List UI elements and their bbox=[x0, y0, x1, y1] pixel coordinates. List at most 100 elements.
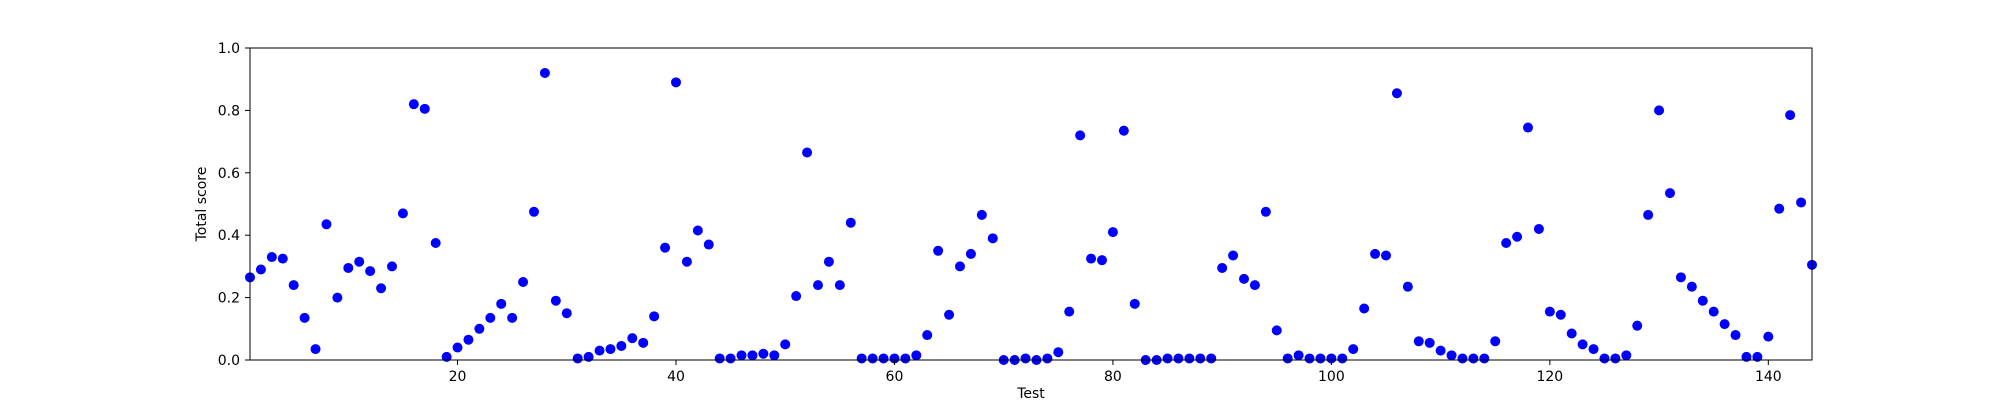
data-point bbox=[769, 350, 780, 361]
data-point bbox=[1249, 280, 1260, 291]
data-point bbox=[1621, 350, 1632, 361]
data-point bbox=[1042, 353, 1053, 364]
data-point bbox=[1348, 344, 1359, 355]
data-point bbox=[1217, 262, 1228, 273]
data-point bbox=[681, 256, 692, 267]
y-axis-label: Total score bbox=[194, 167, 210, 243]
data-point bbox=[1239, 273, 1249, 284]
data-point bbox=[1566, 328, 1577, 339]
data-point bbox=[692, 225, 703, 236]
data-point bbox=[1402, 281, 1413, 292]
data-point bbox=[1479, 353, 1490, 364]
data-point bbox=[1064, 306, 1075, 317]
data-point bbox=[802, 147, 813, 158]
data-point bbox=[1468, 353, 1479, 364]
data-point bbox=[758, 348, 769, 359]
y-tick-label: 0.4 bbox=[218, 228, 240, 244]
data-point bbox=[310, 344, 321, 355]
data-point bbox=[1610, 353, 1621, 364]
x-tick-label: 20 bbox=[449, 369, 467, 385]
data-point bbox=[1632, 320, 1643, 331]
data-point bbox=[965, 248, 976, 259]
data-point bbox=[1555, 309, 1566, 320]
data-point bbox=[1752, 351, 1763, 362]
data-point bbox=[1588, 344, 1599, 355]
data-point bbox=[1643, 209, 1654, 220]
data-point bbox=[583, 351, 594, 362]
x-tick-label: 80 bbox=[1104, 369, 1122, 385]
data-point bbox=[1075, 130, 1086, 141]
data-point bbox=[1206, 353, 1217, 364]
data-point bbox=[441, 351, 452, 362]
data-point bbox=[321, 219, 332, 230]
data-point bbox=[1184, 353, 1195, 364]
x-tick-label: 60 bbox=[886, 369, 904, 385]
data-point bbox=[987, 233, 998, 244]
data-point bbox=[780, 339, 791, 350]
data-point bbox=[572, 353, 583, 364]
data-point bbox=[255, 264, 266, 275]
data-point bbox=[813, 280, 823, 291]
x-axis-label: Test bbox=[1016, 386, 1045, 400]
data-point bbox=[1675, 272, 1686, 283]
data-point bbox=[616, 340, 627, 351]
data-point bbox=[1391, 88, 1402, 99]
data-point bbox=[288, 280, 299, 291]
data-point bbox=[299, 312, 310, 323]
data-point bbox=[671, 77, 681, 88]
data-point bbox=[725, 353, 736, 364]
data-point bbox=[605, 344, 616, 355]
data-point bbox=[922, 330, 933, 341]
x-tick-label: 140 bbox=[1755, 369, 1782, 385]
data-point bbox=[463, 334, 474, 345]
data-point bbox=[1370, 248, 1381, 259]
data-point bbox=[834, 280, 845, 291]
data-point bbox=[1501, 238, 1512, 248]
data-point bbox=[277, 253, 288, 264]
data-point bbox=[703, 239, 714, 250]
data-point bbox=[1599, 353, 1610, 364]
data-point bbox=[1195, 353, 1206, 364]
data-point bbox=[529, 206, 539, 217]
data-point bbox=[955, 261, 965, 272]
data-point bbox=[1326, 353, 1337, 364]
data-point bbox=[397, 208, 408, 219]
data-point bbox=[1086, 253, 1097, 264]
data-point bbox=[452, 342, 463, 353]
y-tick-label: 0.8 bbox=[218, 103, 240, 119]
data-point bbox=[1785, 110, 1796, 121]
data-point bbox=[1697, 295, 1708, 306]
data-point bbox=[889, 353, 900, 364]
data-point bbox=[1763, 331, 1774, 342]
data-point bbox=[976, 209, 987, 220]
data-point bbox=[878, 353, 889, 364]
data-point bbox=[266, 252, 277, 263]
data-point bbox=[1337, 353, 1348, 364]
data-point bbox=[911, 350, 922, 361]
data-point bbox=[1424, 337, 1435, 348]
data-point bbox=[649, 311, 660, 322]
x-tick-label: 120 bbox=[1536, 369, 1563, 385]
data-point bbox=[430, 238, 441, 248]
data-point bbox=[1446, 350, 1457, 361]
data-point bbox=[856, 353, 867, 364]
data-point bbox=[1053, 347, 1064, 358]
data-point bbox=[1719, 319, 1730, 330]
data-point bbox=[485, 312, 496, 323]
data-point bbox=[933, 245, 944, 256]
data-point bbox=[1741, 351, 1752, 362]
plot-frame bbox=[249, 47, 1813, 361]
data-point bbox=[845, 217, 856, 228]
data-point bbox=[736, 350, 747, 361]
data-point bbox=[1523, 122, 1533, 133]
data-point bbox=[1730, 330, 1741, 341]
data-point bbox=[627, 333, 638, 344]
data-point bbox=[1097, 255, 1107, 266]
data-point bbox=[594, 345, 605, 356]
y-tick-label: 0.0 bbox=[218, 353, 240, 369]
x-tick-label: 40 bbox=[667, 369, 685, 385]
data-point bbox=[660, 242, 671, 253]
data-point bbox=[1020, 353, 1031, 364]
